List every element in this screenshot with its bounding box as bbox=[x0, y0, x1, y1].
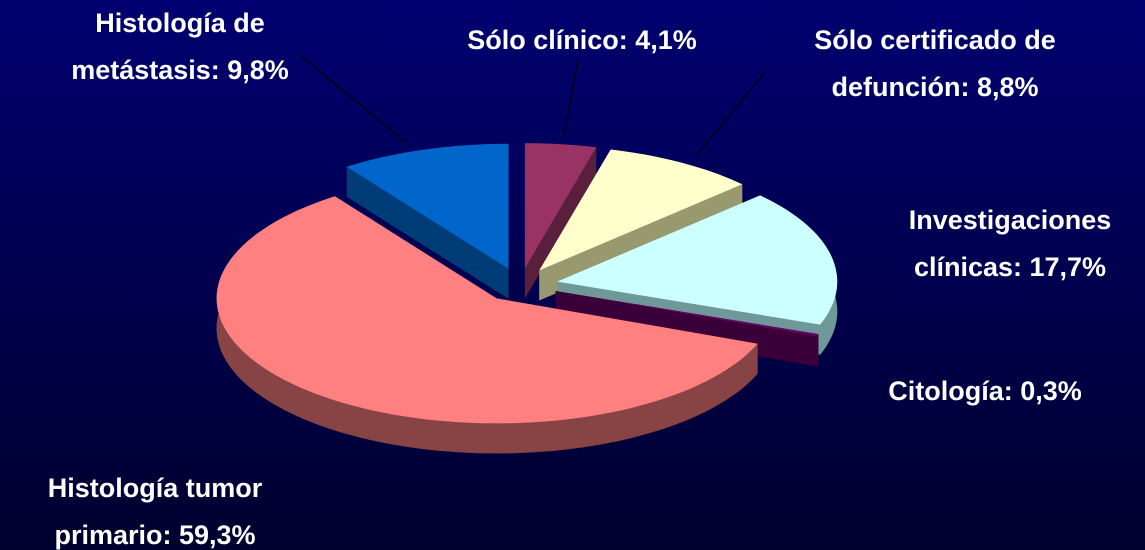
slice-side bbox=[346, 166, 509, 299]
slice-top bbox=[539, 149, 743, 271]
slice-label: Sólo clínico: 4,1% bbox=[467, 25, 697, 55]
slice-label: Sólo certificado de bbox=[814, 25, 1056, 55]
pie bbox=[216, 143, 838, 454]
slice-label: Citología: 0,3% bbox=[888, 376, 1082, 406]
slice-label: clínicas: 17,7% bbox=[914, 252, 1106, 282]
slice-label: Histología tumor bbox=[48, 473, 263, 503]
slice-wall bbox=[816, 334, 819, 367]
slice-label: defunción: 8,8% bbox=[831, 72, 1038, 102]
slice-top bbox=[557, 195, 838, 325]
slice-top bbox=[524, 143, 597, 269]
leader-line bbox=[696, 71, 766, 156]
slice-top bbox=[555, 291, 819, 337]
slice-top bbox=[346, 143, 509, 269]
slice-label: Investigaciones bbox=[909, 205, 1112, 235]
slice-label: metástasis: 9,8% bbox=[71, 55, 289, 85]
slice-side bbox=[524, 147, 597, 299]
slice bbox=[216, 196, 758, 454]
slice-label: Histología de bbox=[95, 8, 265, 38]
slice bbox=[346, 143, 509, 299]
slice-top bbox=[216, 196, 758, 424]
leader-line bbox=[562, 57, 579, 141]
slice-label: primario: 59,3% bbox=[54, 520, 255, 550]
leader-line bbox=[299, 54, 406, 143]
labels: Sólo clínico: 4,1% Sólo certificado de def… bbox=[48, 8, 1112, 550]
